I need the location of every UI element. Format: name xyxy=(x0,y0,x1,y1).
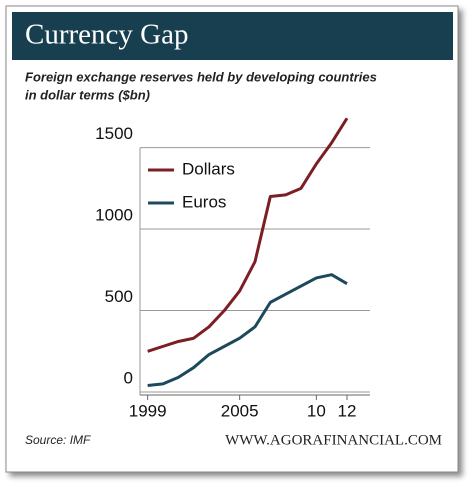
series-line xyxy=(147,273,348,387)
subtitle: in dollar terms ($bn) xyxy=(25,87,150,102)
credit: WWW.AGORAFINANCIAL.COM xyxy=(225,432,442,448)
series-line xyxy=(147,117,349,353)
y-tick-label: 0 xyxy=(124,368,133,387)
y-tick-label: 500 xyxy=(105,287,133,306)
chart-title: Currency Gap xyxy=(25,19,188,51)
subtitle: Foreign exchange reserves held by develo… xyxy=(25,69,377,84)
source: Source: IMF xyxy=(25,433,91,447)
header-bar xyxy=(12,12,453,60)
y-tick-label: 1500 xyxy=(95,124,133,143)
x-tick-label: 1999 xyxy=(129,401,167,420)
y-tick-label: 1000 xyxy=(95,206,133,225)
x-tick-label: 10 xyxy=(307,401,326,420)
x-tick-label: 2005 xyxy=(221,401,259,420)
x-tick-label: 12 xyxy=(338,401,357,420)
card xyxy=(5,5,459,473)
legend-label: Dollars xyxy=(182,159,235,178)
legend-label: Euros xyxy=(182,192,226,211)
